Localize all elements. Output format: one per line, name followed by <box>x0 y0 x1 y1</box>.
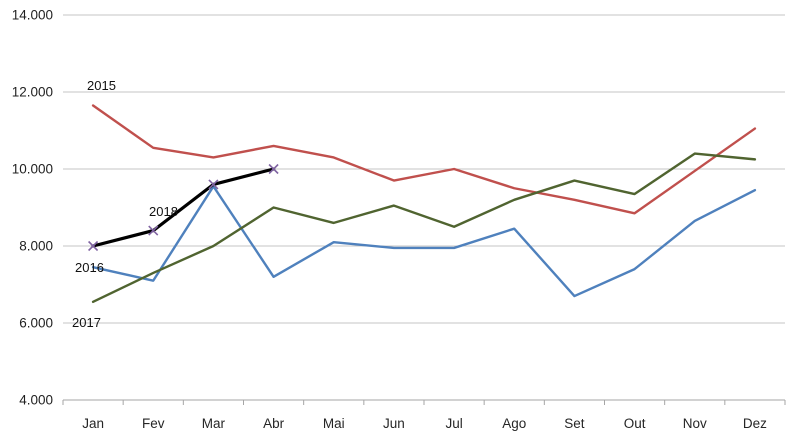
x-tick-label-fev: Fev <box>142 416 165 431</box>
series-marker-x-2018-abr <box>268 163 279 175</box>
x-tick-label-nov: Nov <box>683 416 707 431</box>
x-tick-label-dez: Dez <box>743 416 767 431</box>
series-label-2017: 2017 <box>72 315 101 330</box>
x-tick-label-out: Out <box>624 416 646 431</box>
series-marker-x-2018-jan <box>88 240 99 252</box>
x-tick-label-jun: Jun <box>383 416 405 431</box>
x-tick-label-abr: Abr <box>263 416 285 431</box>
x-marker-stroke <box>268 163 279 175</box>
series-label-2015: 2015 <box>87 78 116 93</box>
series-label-2016: 2016 <box>75 260 104 275</box>
x-tick-label-ago: Ago <box>502 416 526 431</box>
y-tick-label-12000: 12.000 <box>12 85 53 100</box>
x-tick-label-mai: Mai <box>323 416 345 431</box>
series-marker-x-2018-mar <box>208 179 219 190</box>
x-marker-stroke <box>148 225 159 236</box>
x-marker-stroke <box>88 240 99 252</box>
series-line-2018 <box>91 167 276 248</box>
x-tick-label-set: Set <box>564 416 585 431</box>
y-tick-label-4000: 4.000 <box>19 393 53 408</box>
series-line-2016 <box>91 185 757 298</box>
y-tick-label-8000: 8.000 <box>19 239 53 254</box>
series-label-2018: 2018 <box>149 204 178 219</box>
y-tick-label-14000: 14.000 <box>12 8 53 23</box>
y-tick-label-10000: 10.000 <box>12 162 53 177</box>
series-line-2017 <box>91 152 757 304</box>
x-tick-label-jan: Jan <box>82 416 104 431</box>
y-tick-label-6000: 6.000 <box>19 316 53 331</box>
x-tick-label-jul: Jul <box>445 416 462 431</box>
series-line-2015 <box>91 104 757 215</box>
x-marker-stroke <box>208 179 219 190</box>
series-marker-x-2018-fev <box>148 225 159 236</box>
x-tick-label-mar: Mar <box>202 416 226 431</box>
